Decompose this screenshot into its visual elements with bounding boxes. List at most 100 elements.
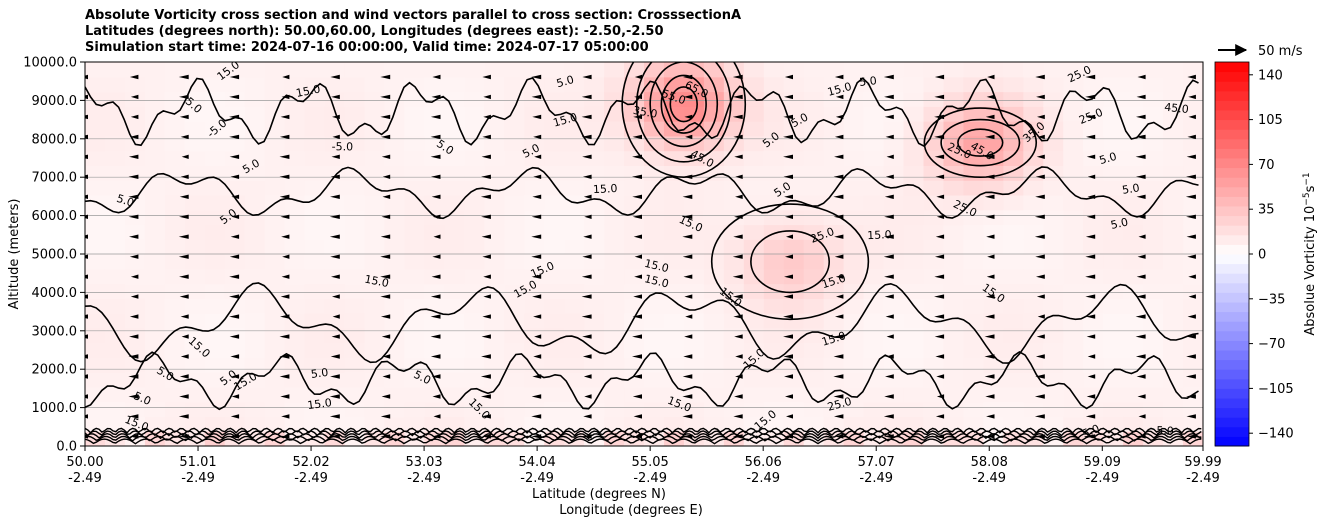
field-cell <box>85 372 106 388</box>
field-cell <box>284 386 306 403</box>
field-cell <box>663 401 685 418</box>
field-cell <box>963 298 984 314</box>
wind-vector <box>229 114 240 120</box>
field-cell <box>604 283 625 299</box>
field-cell <box>843 150 865 166</box>
field-cell <box>104 298 126 314</box>
field-cell <box>763 372 785 388</box>
field-cell <box>584 386 605 403</box>
field-cell <box>743 150 765 166</box>
wind-vector <box>431 174 441 179</box>
field-cell <box>484 401 505 418</box>
field-cell <box>883 342 905 358</box>
x-tick-label-latitude: 55.05 <box>632 455 669 470</box>
wind-vector <box>984 374 995 379</box>
field-cell <box>863 254 885 270</box>
field-cell <box>1063 91 1084 107</box>
field-cell <box>364 342 386 358</box>
wind-vector <box>1136 274 1146 279</box>
field-cell <box>164 135 186 152</box>
wind-vector <box>180 174 189 179</box>
colorbar-band <box>1215 330 1249 341</box>
field-cell <box>204 386 226 403</box>
wind-vector <box>682 254 693 259</box>
field-cell <box>304 342 326 358</box>
field-cell <box>963 62 984 78</box>
y-tick-label: 4000.0 <box>32 286 78 301</box>
contour-label: 5.0 <box>132 389 153 408</box>
wind-vector <box>482 434 491 439</box>
wind-vector <box>129 434 139 439</box>
colorbar-band <box>1215 129 1249 140</box>
field-cell <box>164 239 186 255</box>
field-cell <box>344 91 366 107</box>
contour-label: 15.0 <box>552 110 579 129</box>
field-cell <box>1043 91 1064 107</box>
field-cell <box>923 342 945 358</box>
wind-vector <box>1086 394 1096 399</box>
field-cell <box>604 298 625 314</box>
field-cell <box>604 254 625 270</box>
field-cell <box>184 150 206 166</box>
field-cell <box>1063 342 1084 358</box>
field-cell <box>304 76 326 93</box>
wind-vector <box>683 174 693 179</box>
field-cell <box>1103 298 1124 314</box>
wind-vector <box>1186 334 1196 339</box>
field-cell <box>624 209 645 226</box>
field-cell <box>803 106 825 122</box>
wind-vector <box>1136 194 1146 199</box>
field-cell <box>963 283 984 299</box>
field-cell <box>1043 106 1064 122</box>
wind-vector <box>985 294 995 299</box>
field-cell <box>683 268 705 285</box>
wind-vector <box>280 394 290 399</box>
field-cell <box>1063 194 1084 211</box>
wind-vector <box>85 394 88 399</box>
field-cell <box>644 298 665 314</box>
wind-vector <box>1135 354 1146 359</box>
x-tick-label-latitude: 52.02 <box>292 455 329 470</box>
colorbar-band <box>1215 206 1249 217</box>
field-cell <box>524 416 545 432</box>
field-cell <box>1023 268 1044 285</box>
wind-vector <box>985 134 995 140</box>
field-cell <box>1123 165 1144 181</box>
wind-vector <box>1187 254 1196 259</box>
wind-vector <box>432 434 441 439</box>
field-cell <box>1003 62 1024 78</box>
field-cell <box>464 209 485 226</box>
wind-vector <box>229 434 240 439</box>
wind-vector <box>785 434 793 439</box>
field-cell <box>384 298 406 314</box>
contour-boundary-layer <box>85 435 1202 442</box>
field-cell <box>604 357 625 373</box>
field-cell <box>604 342 625 358</box>
field-cell <box>1163 165 1184 181</box>
wind-vector <box>332 114 340 120</box>
field-cell <box>783 91 805 107</box>
x-tick-label-longitude: -2.49 <box>1186 471 1220 486</box>
field-cell <box>644 268 665 285</box>
wind-vector <box>229 314 240 319</box>
field-cell <box>204 416 226 432</box>
wind-vector <box>231 194 240 199</box>
field-cell <box>983 342 1004 358</box>
field-cell <box>584 209 605 226</box>
wind-vector <box>1034 414 1045 419</box>
field-cell <box>763 76 785 93</box>
wind-vector <box>179 194 189 199</box>
field-cell <box>923 91 945 107</box>
wind-vector <box>178 414 189 419</box>
wind-vector <box>582 434 592 439</box>
x-axis-label-longitude: Longitude (degrees E) <box>559 503 703 518</box>
field-cell <box>903 283 925 299</box>
field-cell <box>384 180 406 196</box>
wind-vector <box>684 114 693 120</box>
field-cell <box>903 327 925 344</box>
field-cell <box>544 401 565 418</box>
wind-vector <box>230 234 240 239</box>
wind-vector <box>430 154 441 159</box>
contour-boundary-layer <box>85 427 1202 434</box>
wind-vector <box>480 374 491 379</box>
